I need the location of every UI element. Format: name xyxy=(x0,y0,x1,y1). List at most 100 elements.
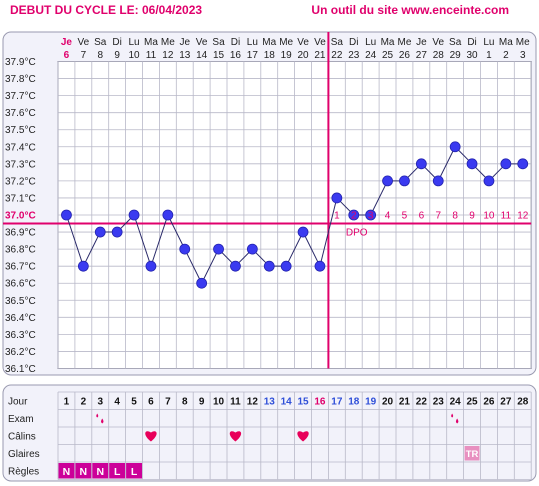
y-tick-label: 37.1°C xyxy=(5,193,36,204)
calins-heart-icon xyxy=(229,431,242,442)
table-day-number: 19 xyxy=(365,397,377,408)
table-day-number: 26 xyxy=(483,397,495,408)
dpo-number: 12 xyxy=(517,210,529,221)
weekday-label: Ve xyxy=(78,37,90,48)
table-day-number: 13 xyxy=(264,397,276,408)
y-tick-label: 36.7°C xyxy=(5,262,36,273)
weekday-label: Je xyxy=(416,37,427,48)
weekday-label: Di xyxy=(349,37,358,48)
y-tick-label: 37.5°C xyxy=(5,125,36,136)
regles-cell xyxy=(109,463,126,479)
weekday-label: Lu xyxy=(247,37,258,48)
date-label: 8 xyxy=(97,50,103,61)
calins-heart-icon xyxy=(145,431,157,442)
regles-text: L xyxy=(114,466,121,478)
y-tick-label: 37.2°C xyxy=(5,176,36,187)
date-label: 1 xyxy=(486,50,492,61)
date-label: 3 xyxy=(520,50,526,61)
temperature-point xyxy=(145,260,157,272)
weekday-label: Ve xyxy=(314,37,326,48)
weekday-label: Di xyxy=(231,37,240,48)
temperature-point xyxy=(94,226,106,238)
date-label: 26 xyxy=(399,50,411,61)
regles-cell xyxy=(126,463,142,479)
date-label: 9 xyxy=(114,50,120,61)
exam-drop-icon xyxy=(101,418,104,424)
temperature-point xyxy=(449,141,461,153)
weekday-label: Ma xyxy=(144,37,158,48)
table-day-number: 23 xyxy=(433,397,445,408)
table-day-number: 8 xyxy=(182,397,188,408)
exam-drop-icon xyxy=(451,413,454,418)
dpo-number: 5 xyxy=(402,210,408,221)
temperature-point xyxy=(348,209,360,221)
temperature-point xyxy=(399,175,410,187)
weekday-label: Ve xyxy=(432,37,444,48)
date-label: 25 xyxy=(382,50,394,61)
weekday-label: Me xyxy=(279,37,293,48)
temperature-point xyxy=(517,158,529,170)
table-day-number: 1 xyxy=(64,397,70,408)
weekday-label: Me xyxy=(161,37,175,48)
date-label: 2 xyxy=(503,50,509,61)
regles-text: N xyxy=(80,466,88,478)
weekday-label: Je xyxy=(61,37,73,48)
weekday-label: Sa xyxy=(449,37,462,48)
temperature-point xyxy=(61,209,72,221)
temperature-point xyxy=(128,209,140,221)
regles-text: N xyxy=(96,466,104,478)
date-label: 27 xyxy=(416,50,428,61)
y-tick-label: 36.2°C xyxy=(5,347,36,358)
table-day-number: 6 xyxy=(148,397,154,408)
temperature-point xyxy=(162,209,174,221)
date-label: 6 xyxy=(64,50,70,61)
y-tick-label: 37.3°C xyxy=(5,159,36,170)
date-label: 23 xyxy=(348,50,360,61)
dpo-number: 8 xyxy=(452,210,458,221)
glaires-cell xyxy=(464,446,480,461)
date-label: 28 xyxy=(433,50,445,61)
temperature-point xyxy=(280,260,292,272)
y-tick-label: 36.1°C xyxy=(5,364,36,375)
dpo-number: 9 xyxy=(469,210,475,221)
table-row-label: Glaires xyxy=(8,449,40,460)
weekday-label: Ma xyxy=(262,37,276,48)
table-day-number: 12 xyxy=(247,397,259,408)
cycle-start-title: DEBUT DU CYCLE LE: 06/04/2023 xyxy=(10,3,203,17)
dpo-number: 6 xyxy=(419,210,425,221)
temperature-point xyxy=(415,158,427,170)
table-day-number: 5 xyxy=(131,397,137,408)
y-tick-label: 36.6°C xyxy=(5,279,36,290)
date-label: 7 xyxy=(81,50,87,61)
temperature-point xyxy=(500,158,512,170)
weekday-label: Di xyxy=(112,37,121,48)
calins-heart-icon xyxy=(297,431,309,442)
table-day-number: 24 xyxy=(450,397,462,408)
table-day-number: 17 xyxy=(331,397,343,408)
table-day-number: 2 xyxy=(81,397,87,408)
regles-cell xyxy=(75,463,92,479)
regles-text: N xyxy=(63,466,71,478)
temperature-point xyxy=(331,192,343,204)
date-label: 12 xyxy=(162,50,174,61)
temperature-point xyxy=(230,260,241,272)
date-label: 15 xyxy=(213,50,225,61)
weekday-label: Je xyxy=(179,37,190,48)
weekday-label: Lu xyxy=(128,37,139,48)
temperature-point xyxy=(263,260,275,272)
table-day-number: 11 xyxy=(230,397,241,408)
weekday-label: Sa xyxy=(212,37,225,48)
regles-text: L xyxy=(131,466,138,478)
y-tick-label: 37.4°C xyxy=(5,142,36,153)
y-tick-label: 36.8°C xyxy=(5,245,36,256)
date-label: 21 xyxy=(314,50,326,61)
dpo-label: DPO xyxy=(346,227,368,238)
temperature-point xyxy=(314,260,326,272)
exam-drop-icon xyxy=(96,413,99,418)
temperature-point xyxy=(179,243,191,255)
temperature-series-line xyxy=(65,145,523,285)
temperature-point xyxy=(483,175,495,187)
table-day-number: 7 xyxy=(165,397,171,408)
table-day-number: 25 xyxy=(466,397,478,408)
table-day-number: 22 xyxy=(416,397,428,408)
